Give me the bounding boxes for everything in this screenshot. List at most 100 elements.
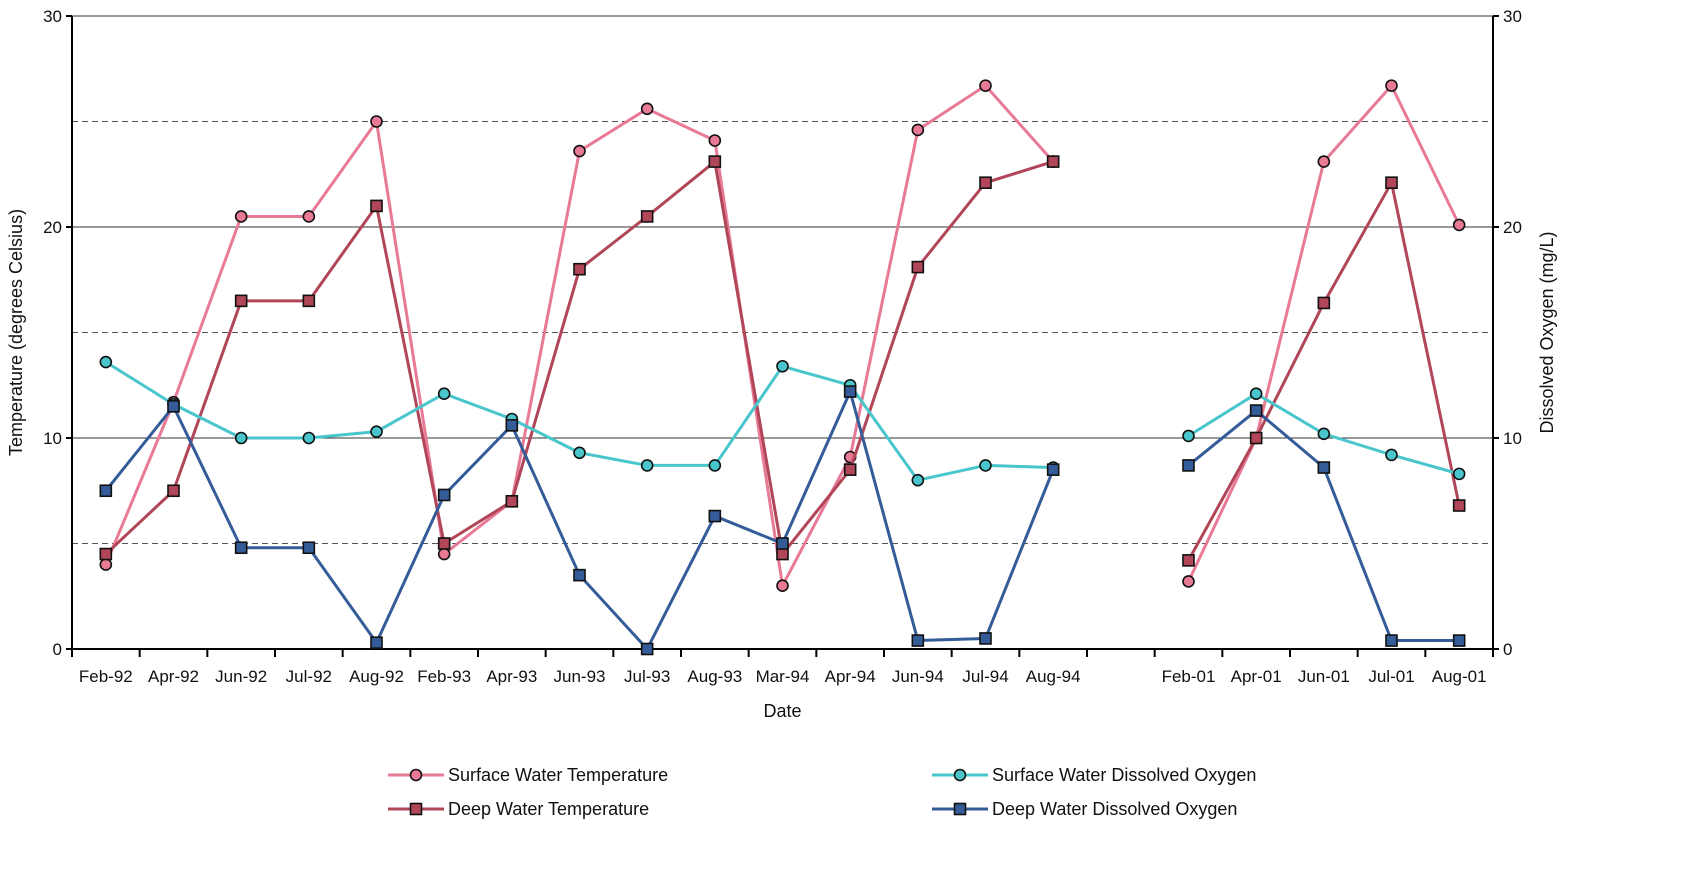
- data-point: [1385, 176, 1398, 189]
- data-point: [370, 199, 383, 213]
- data-point: [234, 294, 248, 308]
- legend-label: Deep Water Temperature: [448, 799, 649, 819]
- x-tick-label: Jul-92: [286, 667, 332, 686]
- data-point: [1452, 499, 1466, 512]
- data-point: [911, 123, 925, 137]
- data-point: [437, 488, 451, 502]
- data-point: [167, 400, 180, 413]
- right-y-tick-label: 10: [1503, 429, 1522, 448]
- x-tick-label: Aug-01: [1432, 667, 1487, 686]
- series-line: [105, 360, 1054, 482]
- data-point: [167, 484, 180, 498]
- data-point: [573, 568, 586, 582]
- data-point: [1249, 404, 1263, 417]
- data-point: [1452, 467, 1466, 481]
- series-deep-water-dissolved-oxygen: [99, 385, 1466, 656]
- data-point: [1182, 429, 1195, 443]
- data-point: [1317, 427, 1331, 441]
- gridlines: [72, 15, 1493, 544]
- data-point: [979, 176, 992, 189]
- x-tick-label: Apr-01: [1231, 667, 1282, 686]
- data-point: [776, 547, 789, 561]
- data-point: [1452, 634, 1466, 647]
- data-point: [370, 636, 383, 649]
- data-point: [437, 547, 451, 561]
- x-tick-label: Feb-01: [1162, 667, 1216, 686]
- data-point: [234, 431, 248, 445]
- data-point: [1182, 575, 1195, 588]
- x-tick-label: Apr-92: [148, 667, 199, 686]
- right-y-tick-label: 20: [1503, 218, 1522, 237]
- data-point: [1182, 554, 1195, 567]
- x-tick-label: Aug-92: [349, 667, 404, 686]
- legend-item: Surface Water Dissolved Oxygen: [932, 765, 1256, 785]
- data-point: [1385, 79, 1398, 92]
- data-point: [234, 541, 248, 555]
- data-point: [911, 260, 925, 274]
- data-point: [302, 210, 316, 223]
- right-y-axis-title: Dissolved Oxygen (mg/L): [1537, 231, 1557, 433]
- data-point: [302, 294, 316, 308]
- legend-label: Surface Water Temperature: [448, 765, 668, 785]
- series-deep-water-temperature: [99, 155, 1466, 567]
- data-point: [640, 102, 654, 116]
- data-point: [1249, 431, 1263, 445]
- x-tick-label: Apr-94: [825, 667, 876, 686]
- data-point: [99, 355, 113, 369]
- x-tick-label: Jun-94: [892, 667, 944, 686]
- x-tick-label: Feb-92: [79, 667, 133, 686]
- data-point: [370, 425, 383, 438]
- data-point: [1317, 155, 1331, 168]
- data-point: [1046, 463, 1060, 476]
- left-y-tick-label: 10: [43, 429, 62, 448]
- legend-label: Deep Water Dissolved Oxygen: [992, 799, 1237, 819]
- legend-item: Surface Water Temperature: [388, 765, 668, 785]
- data-point: [99, 558, 113, 571]
- data-point: [1046, 155, 1060, 168]
- x-tick-label: Apr-93: [486, 667, 537, 686]
- left-y-axis-title: Temperature (degrees Celsius): [6, 209, 26, 456]
- x-tick-labels: Feb-92 Apr-92 Jun-92 Jul-92 Aug-92 Feb-93 Apr-…: [79, 667, 1487, 686]
- data-point: [979, 459, 992, 472]
- data-point: [573, 262, 586, 276]
- right-y-tick-labels: 0 10 20 30: [1503, 7, 1522, 659]
- legend-marker: [953, 768, 967, 782]
- data-point: [776, 537, 789, 550]
- x-tick-label: Feb-93: [417, 667, 471, 686]
- legend-marker: [953, 802, 967, 816]
- x-tick-label: Jun-01: [1298, 667, 1350, 686]
- series-line: [104, 390, 1055, 651]
- data-point: [979, 632, 992, 645]
- legend-marker: [409, 802, 423, 816]
- data-point: [505, 494, 519, 508]
- data-point: [505, 419, 519, 432]
- right-y-tick-label: 0: [1503, 640, 1512, 659]
- data-point: [437, 387, 451, 400]
- data-point: [1249, 387, 1263, 400]
- x-tick-label: Aug-94: [1026, 667, 1081, 686]
- data-point: [640, 459, 654, 472]
- data-point: [1385, 448, 1398, 462]
- legend-marker: [409, 768, 423, 782]
- data-point: [708, 155, 722, 168]
- legend-item: Deep Water Temperature: [388, 799, 649, 819]
- data-point: [776, 359, 789, 373]
- data-point: [911, 634, 925, 647]
- data-point: [1182, 459, 1195, 472]
- data-point: [708, 134, 722, 147]
- data-point: [573, 446, 586, 460]
- data-point: [99, 484, 113, 498]
- legend-item: Deep Water Dissolved Oxygen: [932, 799, 1237, 819]
- series-line: [1187, 181, 1461, 562]
- left-y-tick-label: 30: [43, 7, 62, 26]
- data-point: [1317, 461, 1331, 474]
- data-point: [979, 79, 992, 92]
- left-y-tick-labels: 0 10 20 30: [43, 7, 62, 659]
- left-y-tick-label: 20: [43, 218, 62, 237]
- x-axis-title: Date: [763, 701, 801, 721]
- data-point: [640, 210, 654, 223]
- x-tick-label: Mar-94: [756, 667, 810, 686]
- data-point: [1452, 218, 1466, 232]
- data-point: [437, 537, 451, 550]
